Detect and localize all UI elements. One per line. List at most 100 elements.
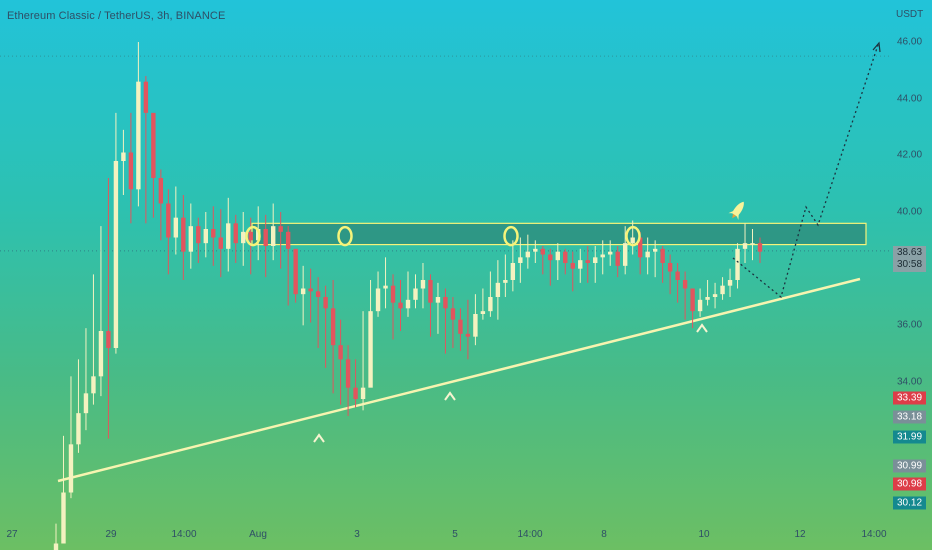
chart-title: Ethereum Classic / TetherUS, 3h, BINANCE xyxy=(7,10,226,22)
candle-body xyxy=(600,254,605,258)
candle-body xyxy=(143,81,149,113)
candle-body xyxy=(578,260,583,269)
candle-body xyxy=(196,226,201,244)
candle-body xyxy=(660,248,665,263)
candle-body xyxy=(53,543,59,550)
resistance-touch-circle xyxy=(625,225,641,247)
candle-body xyxy=(510,263,516,280)
candle-body xyxy=(368,311,373,388)
candle-body xyxy=(98,331,104,377)
candle-body xyxy=(697,299,703,312)
price-badge-value: 38.63 xyxy=(896,247,923,258)
candle-body xyxy=(226,223,231,249)
candle-body xyxy=(285,231,291,249)
candle-body xyxy=(585,260,590,263)
y-tick-label: 42.00 xyxy=(897,149,923,161)
x-tick-label: 29 xyxy=(105,529,117,540)
candle-body xyxy=(443,297,448,309)
x-tick-label: 12 xyxy=(794,529,806,540)
candle-body xyxy=(720,285,725,295)
candle-body xyxy=(106,331,111,348)
candle-body xyxy=(383,285,388,289)
candle-body xyxy=(181,217,186,252)
candle-body xyxy=(61,492,66,544)
candle-body xyxy=(750,243,755,245)
candle-body xyxy=(563,251,568,263)
candle-body xyxy=(420,280,426,289)
candle-body xyxy=(735,248,740,280)
candle-body xyxy=(113,161,119,348)
candle-body xyxy=(757,243,763,252)
y-tick-label: 46.00 xyxy=(897,36,923,48)
candle-body xyxy=(675,271,680,280)
x-tick-label: 14:00 xyxy=(517,529,543,540)
x-tick-label: 14:00 xyxy=(171,529,197,540)
candle-body xyxy=(540,248,546,255)
candle-body xyxy=(151,112,156,178)
price-unit-label: USDT xyxy=(896,9,924,20)
candle-body xyxy=(690,288,695,312)
candle-body xyxy=(308,288,313,292)
candle-body xyxy=(645,251,650,258)
price-badge: 30.12 xyxy=(893,496,926,510)
candle-body xyxy=(278,226,283,232)
candle-body xyxy=(652,248,658,252)
candle-body xyxy=(518,257,523,263)
candle-body xyxy=(128,152,134,190)
resistance-touch-circle xyxy=(503,225,519,247)
candle-body xyxy=(480,311,486,314)
price-badge-countdown: 30:58 xyxy=(896,259,923,270)
candle-body xyxy=(76,413,81,445)
candle-body xyxy=(465,333,471,337)
y-tick-label: 34.00 xyxy=(897,376,923,388)
support-touch-caret xyxy=(444,391,456,401)
candle-body xyxy=(390,285,396,303)
x-tick-label: 8 xyxy=(601,529,607,540)
candle-body xyxy=(630,237,635,244)
x-tick-label: 27 xyxy=(6,529,18,540)
candle-body xyxy=(330,308,336,346)
candle-body xyxy=(712,294,718,297)
candle-body xyxy=(353,387,358,399)
candle-body xyxy=(375,288,381,312)
candle-body xyxy=(682,280,688,289)
candle-body xyxy=(413,288,418,300)
candle-body xyxy=(241,231,246,244)
candle-body xyxy=(622,243,628,266)
candle-body xyxy=(248,231,253,241)
candle-body xyxy=(405,299,411,309)
candle-body xyxy=(428,280,433,303)
price-badge: 33.39 xyxy=(893,391,926,405)
candle-body xyxy=(121,152,126,161)
candle-body xyxy=(503,280,508,283)
candle-body xyxy=(667,263,673,272)
candle-body xyxy=(173,217,179,238)
x-tick-label: 10 xyxy=(698,529,710,540)
candle-body xyxy=(533,248,538,252)
price-badge: 31.99 xyxy=(893,430,926,444)
candle-body xyxy=(705,297,710,300)
candle-body xyxy=(608,251,613,255)
candle-body xyxy=(473,314,478,337)
candle-body xyxy=(360,387,366,399)
candle-body xyxy=(270,226,276,246)
candle-body xyxy=(91,376,96,394)
candle-body xyxy=(727,280,733,286)
candle-body xyxy=(548,254,553,261)
candle-body xyxy=(488,297,493,312)
projection-path xyxy=(732,44,879,299)
candle-body xyxy=(555,251,560,261)
candle-body xyxy=(300,288,306,295)
candle-body xyxy=(166,203,171,238)
candle-body xyxy=(263,229,268,246)
x-tick-label: 14:00 xyxy=(861,529,887,540)
candle-body xyxy=(398,302,403,309)
support-touch-caret xyxy=(313,433,325,443)
candle-body xyxy=(83,393,89,414)
projection-arrowhead xyxy=(872,41,881,53)
candle-body xyxy=(293,248,298,295)
resistance-touch-circle xyxy=(337,225,353,247)
candle-body xyxy=(315,291,321,297)
